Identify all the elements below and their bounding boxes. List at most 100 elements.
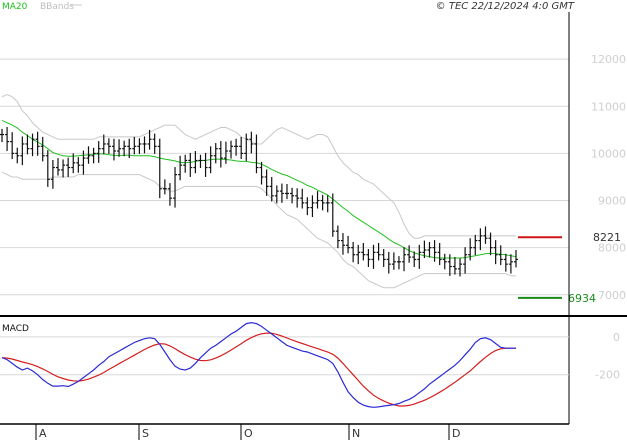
price-bar (157, 138, 162, 199)
price-bar (284, 184, 289, 200)
price-bar (346, 235, 351, 254)
price-bar (35, 131, 40, 156)
price-bar (391, 252, 396, 270)
price-bar (30, 133, 35, 157)
macd-y-tick-label: -200 (595, 369, 620, 382)
price-bar (5, 127, 10, 152)
price-y-tick-label: 7000 (598, 289, 626, 302)
price-bar (325, 195, 330, 213)
price-bar (407, 245, 412, 263)
price-y-tick-label: 11000 (591, 100, 626, 113)
price-bar (188, 152, 193, 177)
x-axis-month-label: O (244, 427, 253, 440)
price-bar (249, 131, 254, 154)
price-bar (81, 150, 86, 175)
x-axis-month-label: A (39, 427, 47, 440)
macd-title: MACD (2, 324, 29, 334)
price-bar (132, 136, 137, 155)
price-bar (198, 154, 203, 169)
price-y-axis: 7000 8000 9000 10000 11000 12000 (591, 53, 626, 302)
price-bar (96, 141, 101, 163)
price-bar (20, 136, 25, 166)
signal-line (1, 332, 516, 407)
price-bar (402, 247, 407, 272)
price-bar (447, 254, 452, 276)
price-bar (137, 138, 142, 154)
price-bar (340, 233, 345, 255)
price-bar (452, 257, 457, 275)
price-bar (300, 188, 305, 209)
price-bar (178, 155, 183, 181)
price-bar (147, 129, 152, 150)
price-bar (279, 183, 284, 203)
price-bar (361, 242, 366, 261)
price-bar (264, 169, 269, 196)
support-label: 6934 (568, 292, 596, 305)
price-bar (244, 133, 249, 161)
price-bar (417, 244, 422, 269)
price-bar (290, 187, 295, 204)
ma20-line (1, 119, 517, 259)
price-bar (315, 191, 320, 209)
price-bar (61, 159, 66, 178)
price-bar (371, 244, 376, 269)
price-bar (503, 253, 508, 272)
price-bar (335, 225, 340, 249)
price-bar (427, 242, 432, 258)
price-bar (498, 245, 503, 266)
resistance-label: 8221 (593, 231, 621, 244)
price-bar (234, 138, 239, 156)
price-bar (442, 253, 447, 270)
price-bar (437, 242, 442, 266)
price-bar (412, 251, 417, 267)
price-bar (76, 157, 81, 173)
price-bar (203, 152, 208, 177)
price-bar (162, 179, 167, 195)
price-bar (488, 232, 493, 256)
price-bar (254, 134, 259, 174)
price-bar (50, 159, 55, 189)
price-bar (86, 146, 91, 164)
price-bar (239, 136, 244, 160)
price-bar (351, 242, 356, 263)
price-bar (356, 244, 361, 265)
price-gridlines (0, 58, 569, 296)
price-bar (229, 140, 234, 159)
price-bar (71, 153, 76, 174)
price-bar (508, 254, 513, 274)
price-bar (193, 151, 198, 174)
price-bar (396, 256, 401, 270)
price-bar (213, 143, 218, 164)
price-bar (66, 157, 71, 177)
price-bar (101, 134, 106, 155)
price-bar (91, 147, 96, 164)
price-y-tick-label: 12000 (591, 53, 626, 66)
price-bar (269, 176, 274, 202)
price-bar (478, 228, 483, 251)
price-bar (458, 258, 463, 277)
price-bar (25, 134, 30, 155)
price-y-tick-label: 8000 (598, 242, 626, 255)
price-bar (106, 138, 111, 154)
price-bar (493, 240, 498, 265)
price-bar (422, 240, 427, 259)
price-bar (381, 249, 386, 267)
price-bar (15, 147, 20, 164)
upper-bollinger-band (1, 93, 516, 239)
price-bar (386, 251, 391, 274)
lower-bollinger-band (1, 171, 516, 289)
macd-gridlines (0, 336, 569, 376)
price-bar (142, 136, 147, 154)
ma20-legend-swatch (0, 0, 1, 1)
price-bar (259, 161, 264, 185)
price-y-tick-label: 10000 (591, 147, 626, 160)
price-bar (127, 138, 132, 159)
macd-y-tick-label: 0 (613, 331, 620, 344)
price-bar (218, 141, 223, 168)
price-bar (122, 140, 127, 157)
price-bar (173, 167, 178, 208)
price-bar (366, 249, 371, 267)
price-y-tick-label: 9000 (598, 195, 626, 208)
price-bar (111, 138, 116, 161)
